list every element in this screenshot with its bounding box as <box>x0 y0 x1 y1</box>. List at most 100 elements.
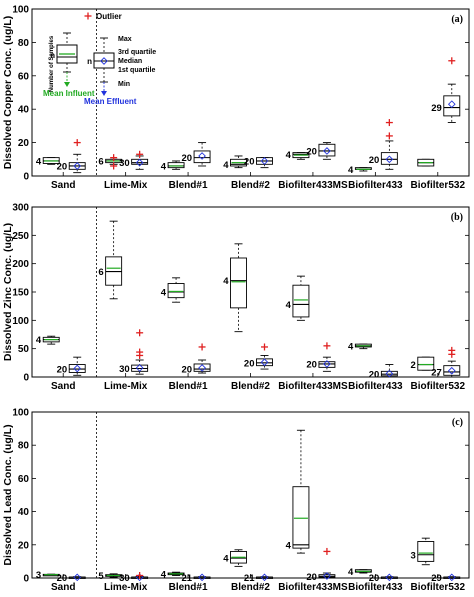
x-tick-label: Biofilter433MS <box>278 381 348 392</box>
influent-box: 2 <box>410 356 435 371</box>
y-axis-label: Dissolved Zinc Conc. (ug/L) <box>2 223 14 361</box>
y-tick-label: 20 <box>18 540 30 551</box>
sample-count-label: 4 <box>161 161 167 172</box>
effluent-box: 20 <box>244 343 273 370</box>
sample-count-label: 21 <box>244 573 255 584</box>
sample-count-label: 30 <box>119 573 130 584</box>
influent-box: 3 <box>410 537 435 566</box>
mean-effluent-marker <box>73 573 82 582</box>
y-tick-label: 60 <box>18 474 30 485</box>
box-iqr <box>256 358 273 367</box>
sample-count-label: 4 <box>286 540 292 551</box>
legend-min-label: Min <box>118 81 130 88</box>
effluent-box: 20 <box>244 156 273 169</box>
box-iqr <box>292 486 310 549</box>
sample-count-label: 20 <box>306 146 317 157</box>
y-tick-label: 80 <box>18 441 30 452</box>
influent-box: 4 <box>348 567 372 578</box>
plot-frame <box>31 8 470 177</box>
effluent-box: 20 <box>369 119 398 170</box>
chart-panel-2: 0 50 100 150 200 250 300 Dissolved Zinc Conc. (… <box>2 203 470 392</box>
mean-effluent-marker <box>385 369 394 378</box>
sample-count-label: 6 <box>98 156 103 167</box>
box-iqr <box>417 541 435 562</box>
sample-count-label: 29 <box>431 103 442 114</box>
box-iqr <box>443 365 461 376</box>
influent-box: 4 <box>36 335 60 346</box>
box-iqr <box>167 162 185 169</box>
effluent-box: 29 <box>431 57 461 124</box>
sample-count-label: 3 <box>410 550 415 561</box>
mean-effluent-marker <box>323 572 331 580</box>
panel-tag: (a) <box>451 14 463 25</box>
sample-count-label: 4 <box>286 150 292 161</box>
legend-mean-influent-label: Mean Influent <box>43 89 95 98</box>
x-tick-label: Biofilter433 <box>348 582 403 593</box>
y-tick-label: 0 <box>23 574 29 585</box>
sample-count-label: 5 <box>98 571 104 582</box>
effluent-box: 30 <box>119 150 149 170</box>
box-iqr <box>318 361 336 368</box>
effluent-box: 20 <box>57 573 86 584</box>
mean-effluent-marker <box>260 358 269 367</box>
influent-box: 4 <box>286 429 310 554</box>
legend-mean-effluent-marker <box>100 57 108 65</box>
sample-count-label: 27 <box>431 367 442 378</box>
effluent-box: 20 <box>181 142 211 167</box>
sample-count-label: 20 <box>369 573 380 584</box>
panel-tag: (c) <box>452 417 463 428</box>
box-iqr <box>105 256 123 286</box>
box-iqr <box>292 284 310 318</box>
x-tick-label: Blend#2 <box>231 582 270 593</box>
mean-effluent-marker <box>73 364 82 373</box>
influent-box: 4 <box>161 277 185 303</box>
box-iqr <box>443 95 461 117</box>
mean-effluent-marker <box>73 162 82 170</box>
legend-median-label: Median <box>118 58 142 65</box>
legend-influent-arrowhead <box>64 82 70 87</box>
x-tick-label: Biofilter433MS <box>278 582 348 593</box>
y-tick-label: 80 <box>18 38 30 49</box>
mean-effluent-marker <box>198 573 206 582</box>
sample-count-label: 29 <box>431 573 442 584</box>
x-tick-label: Biofilter532 <box>411 180 466 191</box>
legend-n-label: n <box>50 51 55 60</box>
influent-box: 4 <box>36 156 60 167</box>
effluent-box: 20 <box>306 547 336 583</box>
box-iqr <box>193 150 211 164</box>
legend-max-label: Max <box>118 36 132 43</box>
sample-count-label: 20 <box>244 358 255 369</box>
sample-count-label: 20 <box>306 359 317 370</box>
sample-count-label: 20 <box>306 572 317 583</box>
effluent-box: 27 <box>431 346 461 378</box>
x-tick-label: Biofilter433MS <box>278 180 348 191</box>
panel-tag: (b) <box>451 212 463 223</box>
mean-effluent-marker <box>260 573 269 582</box>
mean-effluent-marker <box>385 155 394 164</box>
x-tick-label: Lime-Mix <box>104 180 148 191</box>
x-tick-label: Sand <box>51 381 75 392</box>
sample-count-label: 30 <box>119 158 130 169</box>
sample-count-label: 3 <box>36 570 41 581</box>
y-tick-label: 20 <box>18 138 30 149</box>
effluent-box: 21 <box>244 573 273 584</box>
mean-effluent-marker <box>135 364 144 372</box>
mean-effluent-marker <box>447 100 456 109</box>
y-tick-label: 300 <box>12 203 29 214</box>
sample-count-label: 20 <box>57 161 68 172</box>
mean-effluent-marker <box>323 360 331 368</box>
effluent-box: 21 <box>181 573 211 584</box>
mean-effluent-marker <box>135 158 144 167</box>
x-tick-label: Blend#1 <box>169 180 208 191</box>
sample-count-label: 20 <box>369 370 380 381</box>
effluent-box: 20 <box>306 342 336 372</box>
sample-count-label: 20 <box>181 365 192 376</box>
y-tick-label: 250 <box>12 231 29 242</box>
sample-count-label: 4 <box>348 567 354 578</box>
mean-effluent-marker <box>260 157 269 165</box>
x-tick-label: Biofilter532 <box>411 582 466 593</box>
y-tick-label: 100 <box>12 316 29 327</box>
effluent-box: 20 <box>181 343 211 376</box>
plot-frame <box>31 206 470 378</box>
